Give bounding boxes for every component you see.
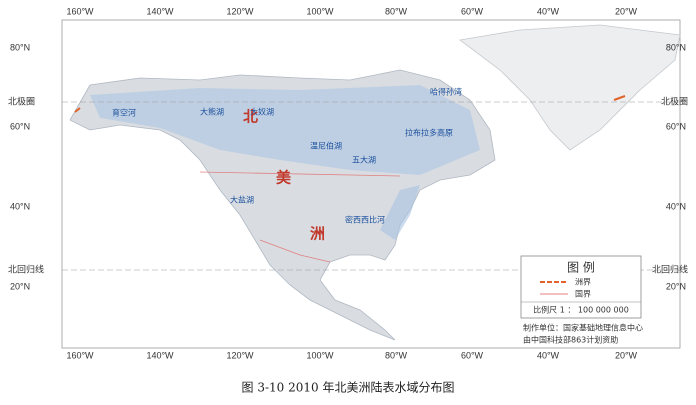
latitude-label: 40°N (10, 201, 30, 211)
latitude-label: 60°N (666, 121, 686, 131)
tropic-label: 北回归线 (8, 263, 44, 274)
latitude-label: 40°N (666, 201, 686, 211)
longitude-label: 60°W (461, 6, 484, 16)
greenland (459, 24, 681, 151)
caption: 图 3-10 2010 年北美洲陆表水域分布图 (242, 380, 455, 395)
latitude-label: 60°N (10, 121, 30, 131)
water-bodies-east (380, 185, 420, 240)
longitude-label: 80°W (385, 350, 408, 360)
place-label: 拉布拉多高原 (405, 128, 453, 138)
continent-name: 北 (243, 108, 258, 126)
arctic-circle-label: 北极圈 (8, 95, 35, 106)
place-label: 哈得孙湾 (430, 87, 462, 97)
credit: 由中国科技部863计划资助 (523, 335, 618, 345)
place-label: 育空河 (112, 108, 136, 118)
continent-name: 洲 (310, 225, 325, 243)
legend-scale: 比例尺 1 ： 100 000 000 (533, 305, 629, 315)
place-label: 大盐湖 (230, 195, 254, 205)
country-boundary (199, 171, 401, 263)
longitude-label: 80°W (385, 6, 408, 16)
place-label: 温尼伯湖 (310, 141, 342, 151)
latitude-label: 80°N (10, 42, 30, 52)
credit: 制作单位：国家基础地理信息中心 (523, 323, 643, 333)
longitude-label: 120°W (226, 6, 254, 16)
arctic-circle-label: 北极圈 (661, 95, 688, 106)
longitude-label: 20°W (615, 6, 638, 16)
longitude-label: 140°W (146, 350, 174, 360)
place-label: 大熊湖 (200, 107, 224, 117)
legend-item: 国界 (575, 290, 591, 299)
place-label: 大奴湖 (250, 107, 274, 117)
continent-boundary (74, 95, 626, 113)
longitude-label: 20°W (615, 350, 638, 360)
water-bodies (90, 85, 480, 175)
longitude-label: 120°W (226, 350, 254, 360)
place-label: 密西西比河 (345, 215, 385, 225)
latitude-label: 80°N (666, 42, 686, 52)
longitude-label: 100°W (306, 350, 334, 360)
tropic-label: 北回归线 (652, 263, 688, 274)
legend-box (520, 255, 642, 319)
longitude-label: 40°W (537, 350, 560, 360)
longitude-label: 140°W (146, 6, 174, 16)
longitude-label: 60°W (461, 350, 484, 360)
longitude-label: 100°W (306, 6, 334, 16)
longitude-label: 160°W (66, 6, 94, 16)
latitude-label: 20°N (10, 281, 30, 291)
longitude-label: 160°W (66, 350, 94, 360)
legend-title: 图 例 (567, 261, 595, 275)
continent-name: 美 (276, 169, 292, 187)
longitude-label: 40°W (537, 6, 560, 16)
legend-item: 洲界 (575, 278, 591, 287)
place-label: 五大湖 (352, 155, 376, 165)
latitude-label: 20°N (666, 281, 686, 291)
